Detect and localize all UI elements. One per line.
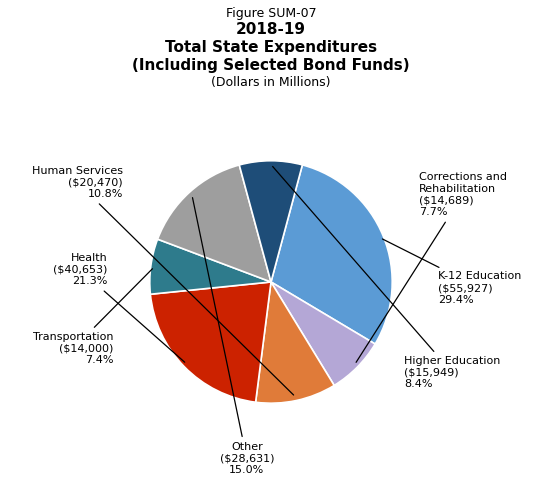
Text: (Dollars in Millions): (Dollars in Millions) xyxy=(211,76,331,89)
Text: Human Services
($20,470)
10.8%: Human Services ($20,470) 10.8% xyxy=(32,166,294,395)
Text: Corrections and
Rehabilitation
($14,689)
7.7%: Corrections and Rehabilitation ($14,689)… xyxy=(356,172,507,362)
Wedge shape xyxy=(150,239,271,294)
Text: Transportation
($14,000)
7.4%: Transportation ($14,000) 7.4% xyxy=(33,269,152,365)
Wedge shape xyxy=(150,282,271,402)
Text: Figure SUM-07: Figure SUM-07 xyxy=(225,7,317,20)
Text: Other
($28,631)
15.0%: Other ($28,631) 15.0% xyxy=(192,198,274,475)
Text: (Including Selected Bond Funds): (Including Selected Bond Funds) xyxy=(132,58,410,73)
Wedge shape xyxy=(256,282,334,403)
Text: Total State Expenditures: Total State Expenditures xyxy=(165,40,377,54)
Wedge shape xyxy=(271,282,375,386)
Wedge shape xyxy=(158,165,271,282)
Text: 2018-19: 2018-19 xyxy=(236,22,306,37)
Text: Higher Education
($15,949)
8.4%: Higher Education ($15,949) 8.4% xyxy=(273,166,501,389)
Wedge shape xyxy=(271,165,392,344)
Text: Health
($40,653)
21.3%: Health ($40,653) 21.3% xyxy=(53,253,185,362)
Wedge shape xyxy=(239,161,302,282)
Text: K-12 Education
($55,927)
29.4%: K-12 Education ($55,927) 29.4% xyxy=(383,239,521,305)
